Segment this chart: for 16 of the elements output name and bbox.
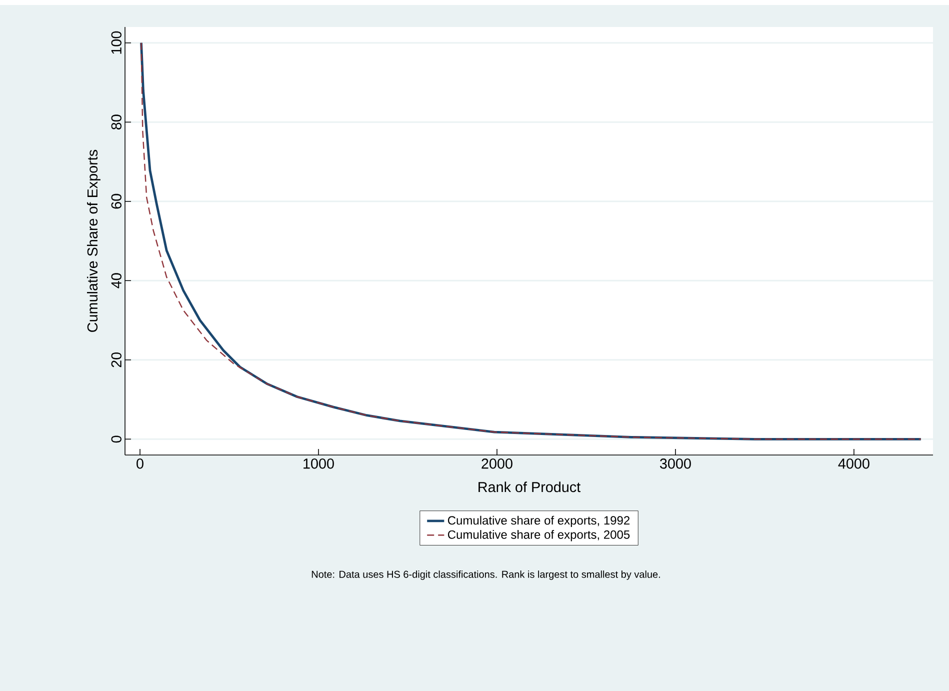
x-tick-label: 0 (136, 458, 144, 469)
y-tick-label: 100 (111, 31, 122, 54)
legend-label: Cumulative share of exports, 1992 (448, 516, 630, 528)
x-tick-label: 4000 (838, 458, 870, 469)
y-tick-label: 60 (111, 194, 122, 209)
text: Note: Data uses HS 6-digit classifications. Rank is largest to smallest by value. (312, 570, 660, 580)
x-axis-title: Rank of Product (478, 482, 580, 492)
y-tick-label: 40 (111, 273, 122, 288)
y-tick-label: 0 (111, 436, 122, 443)
y-tick-label: 20 (111, 352, 122, 368)
y-tick-label: 80 (111, 114, 122, 130)
x-tick-label: 2000 (482, 458, 512, 469)
y-axis-title: Cumulative Share of Exports (86, 150, 100, 332)
x-tick-label: 3000 (660, 458, 691, 469)
legend-label: Cumulative share of exports, 2005 (448, 530, 630, 542)
x-tick-label: 1000 (304, 458, 334, 469)
